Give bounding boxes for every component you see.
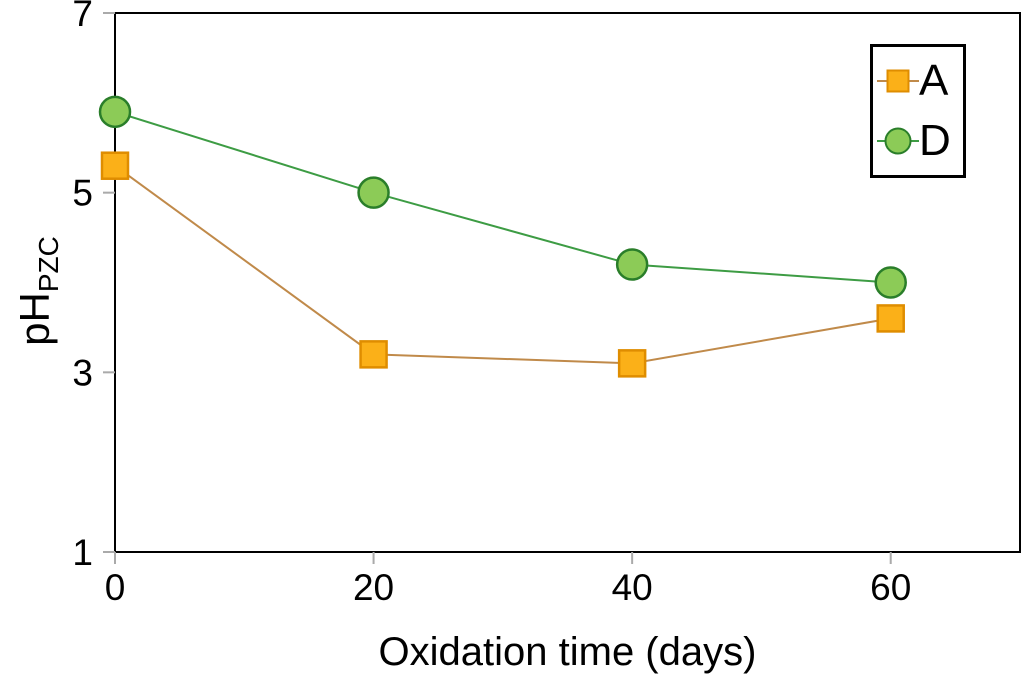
x-tick-label: 0 bbox=[105, 567, 126, 608]
x-tick-label: 40 bbox=[612, 567, 653, 608]
legend-marker-d bbox=[884, 127, 912, 155]
legend-square-marker-icon bbox=[877, 64, 919, 98]
legend-entry-d: D bbox=[877, 119, 963, 163]
series-d-point bbox=[615, 248, 649, 281]
y-tick-label: 3 bbox=[72, 352, 93, 393]
series-a-point bbox=[617, 349, 647, 378]
y-axis-title: pHPZC bbox=[11, 236, 65, 346]
plot-border bbox=[114, 12, 1021, 553]
series-line-d bbox=[114, 110, 891, 284]
legend-circle-marker-icon bbox=[877, 124, 919, 158]
legend-entry-a: A bbox=[877, 59, 963, 103]
x-axis-title: Oxidation time (days) bbox=[378, 630, 757, 674]
legend-marker-a bbox=[886, 69, 910, 93]
y-tick-label: 7 bbox=[72, 0, 93, 34]
y-axis-title-sub: PZC bbox=[33, 236, 65, 293]
y-tick-label: 5 bbox=[72, 173, 93, 214]
series-d-point bbox=[357, 176, 390, 209]
legend-label-a: A bbox=[919, 56, 949, 105]
series-a-point bbox=[359, 340, 388, 369]
legend: A D bbox=[870, 44, 966, 178]
series-a-point bbox=[876, 304, 905, 333]
series-a-point bbox=[100, 151, 130, 180]
x-tick-label: 20 bbox=[353, 567, 394, 608]
series-d-point bbox=[98, 95, 132, 129]
y-tick-label: 1 bbox=[72, 532, 93, 573]
y-axis-title-main: pH bbox=[10, 292, 58, 346]
x-tick-label: 60 bbox=[870, 567, 911, 608]
series-line-a bbox=[114, 164, 891, 365]
legend-label-d: D bbox=[919, 116, 951, 165]
series-d-point bbox=[874, 266, 907, 299]
